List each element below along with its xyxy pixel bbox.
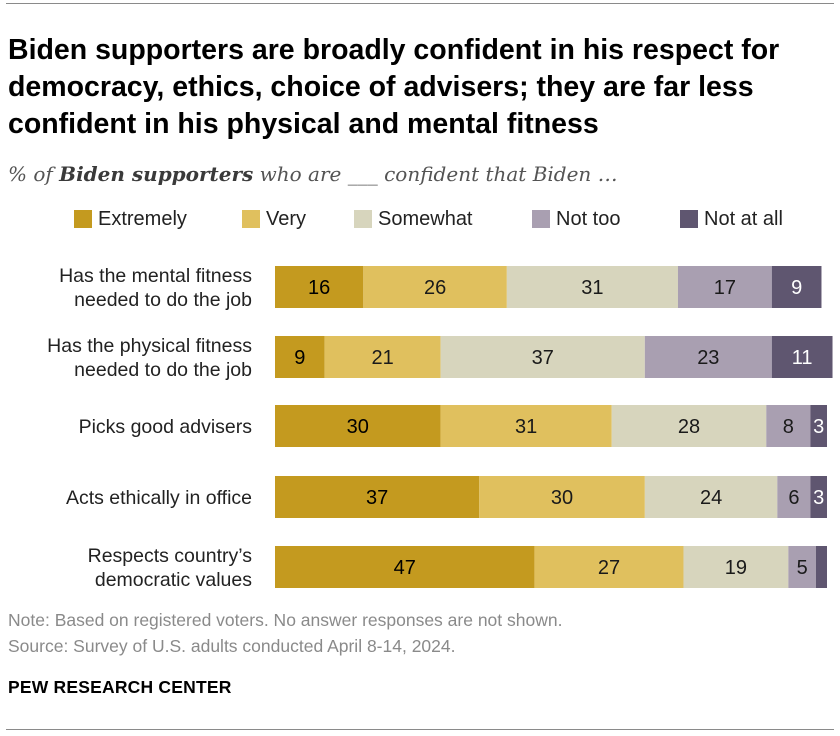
- value-label: 19: [725, 557, 747, 579]
- legend-swatch-not-too: [532, 210, 550, 228]
- bar-segment-not-too: [766, 405, 811, 447]
- bar-segment-somewhat: [611, 405, 767, 447]
- bar-segment-not-at-all: [771, 266, 822, 308]
- category-label-line: needed to do the job: [74, 289, 252, 311]
- category-label: Respects country’s democratic values: [88, 545, 253, 591]
- value-label: 28: [678, 416, 700, 438]
- value-label: 8: [783, 416, 794, 438]
- bar-segment-not-too: [788, 546, 816, 588]
- value-label: 9: [294, 347, 305, 369]
- bar-segment-extremely: [275, 476, 480, 518]
- bar-segment-somewhat: [440, 336, 645, 378]
- bar-segment-not-too: [644, 336, 772, 378]
- bottom-rule: [6, 729, 834, 730]
- legend-swatch-not-at-all: [680, 210, 698, 228]
- value-label: 16: [308, 277, 330, 299]
- bar-segment-very: [534, 546, 684, 588]
- bar-segment-very: [363, 266, 507, 308]
- category-label: Has the mental fitness needed to do the j…: [59, 265, 252, 311]
- bar-segment-not-at-all: [815, 546, 827, 588]
- subtitle-emphasis: Biden supporters: [59, 162, 254, 186]
- bar-segment-not-at-all: [810, 476, 827, 518]
- chart-title: Biden supporters are broadly confident i…: [8, 34, 780, 140]
- bar-row: Has the mental fitness needed to do the j…: [59, 265, 822, 311]
- legend-label-somewhat: Somewhat: [378, 208, 473, 230]
- category-label-line: Respects country’s: [88, 545, 253, 567]
- bar-segment-not-too: [777, 476, 811, 518]
- category-label-line: Acts ethically in office: [66, 487, 252, 509]
- legend-label-not-too: Not too: [556, 208, 621, 230]
- bar-segment-extremely: [275, 336, 325, 378]
- legend-swatch-very: [242, 210, 260, 228]
- bar-segment-extremely: [275, 266, 364, 308]
- bar-segment-somewhat: [506, 266, 678, 308]
- chart-subtitle: % of Biden supporters who are ___ confid…: [8, 160, 618, 188]
- bar-segment-very: [324, 336, 441, 378]
- value-label: 5: [797, 557, 808, 579]
- value-label: 37: [366, 487, 388, 509]
- category-label: Has the physical fitness needed to do the…: [47, 335, 252, 381]
- value-label: 21: [372, 347, 394, 369]
- value-label: 24: [700, 487, 722, 509]
- category-label-line: Has the mental fitness: [59, 265, 252, 287]
- value-label: 6: [788, 487, 799, 509]
- category-label-line: Picks good advisers: [79, 416, 253, 438]
- bar-row: Respects country’s democratic values 47 27 1…: [88, 545, 827, 591]
- top-rule: [6, 3, 834, 4]
- value-label: 30: [347, 416, 369, 438]
- value-label: 11: [792, 347, 813, 369]
- category-label: Acts ethically in office: [66, 487, 252, 509]
- category-label: Picks good advisers: [79, 416, 253, 438]
- bar-row: Has the physical fitness needed to do the…: [47, 335, 833, 381]
- legend-swatch-somewhat: [354, 210, 372, 228]
- value-label: 31: [581, 277, 603, 299]
- category-label-line: needed to do the job: [74, 359, 252, 381]
- value-label: 31: [515, 416, 537, 438]
- legend-label-extremely: Extremely: [98, 208, 187, 230]
- bar-segment-not-too: [677, 266, 772, 308]
- value-label: 26: [424, 277, 446, 299]
- bar-segment-not-at-all: [810, 405, 827, 447]
- bar-segment-not-at-all: [771, 336, 833, 378]
- value-label: 47: [394, 557, 416, 579]
- bar-segment-extremely: [275, 405, 441, 447]
- brand-label: PEW RESEARCH CENTER: [8, 677, 232, 697]
- value-label: 30: [551, 487, 573, 509]
- chart-legend: Extremely Very Somewhat Not too Not at a…: [74, 206, 834, 232]
- value-label: 17: [714, 277, 736, 299]
- bar-row: Acts ethically in office 37 30 24 6 3: [66, 476, 827, 518]
- value-label: 3: [813, 487, 824, 509]
- value-label: 3: [813, 416, 824, 438]
- value-label: 27: [598, 557, 620, 579]
- chart-source: Source: Survey of U.S. adults conducted …: [8, 636, 456, 656]
- bar-segment-somewhat: [683, 546, 789, 588]
- category-label-line: Has the physical fitness: [47, 335, 252, 357]
- legend-swatch-extremely: [74, 210, 92, 228]
- bar-segment-extremely: [275, 546, 535, 588]
- subtitle-prefix: % of: [8, 162, 60, 186]
- chart-note: Note: Based on registered voters. No ans…: [8, 610, 563, 630]
- bar-segment-very: [440, 405, 612, 447]
- legend-label-not-at-all: Not at all: [704, 208, 783, 230]
- subtitle-suffix: who are ___ confident that Biden …: [253, 162, 618, 186]
- bar-segment-very: [479, 476, 645, 518]
- stacked-bar-chart: Has the mental fitness needed to do the j…: [47, 265, 833, 591]
- legend-label-very: Very: [266, 208, 307, 230]
- bar-row: Picks good advisers 30 31 28 8 3: [79, 405, 827, 447]
- value-label: 37: [532, 347, 554, 369]
- value-label: 9: [791, 277, 802, 299]
- category-label-line: democratic values: [95, 569, 252, 591]
- bar-segment-somewhat: [644, 476, 778, 518]
- value-label: 23: [697, 347, 719, 369]
